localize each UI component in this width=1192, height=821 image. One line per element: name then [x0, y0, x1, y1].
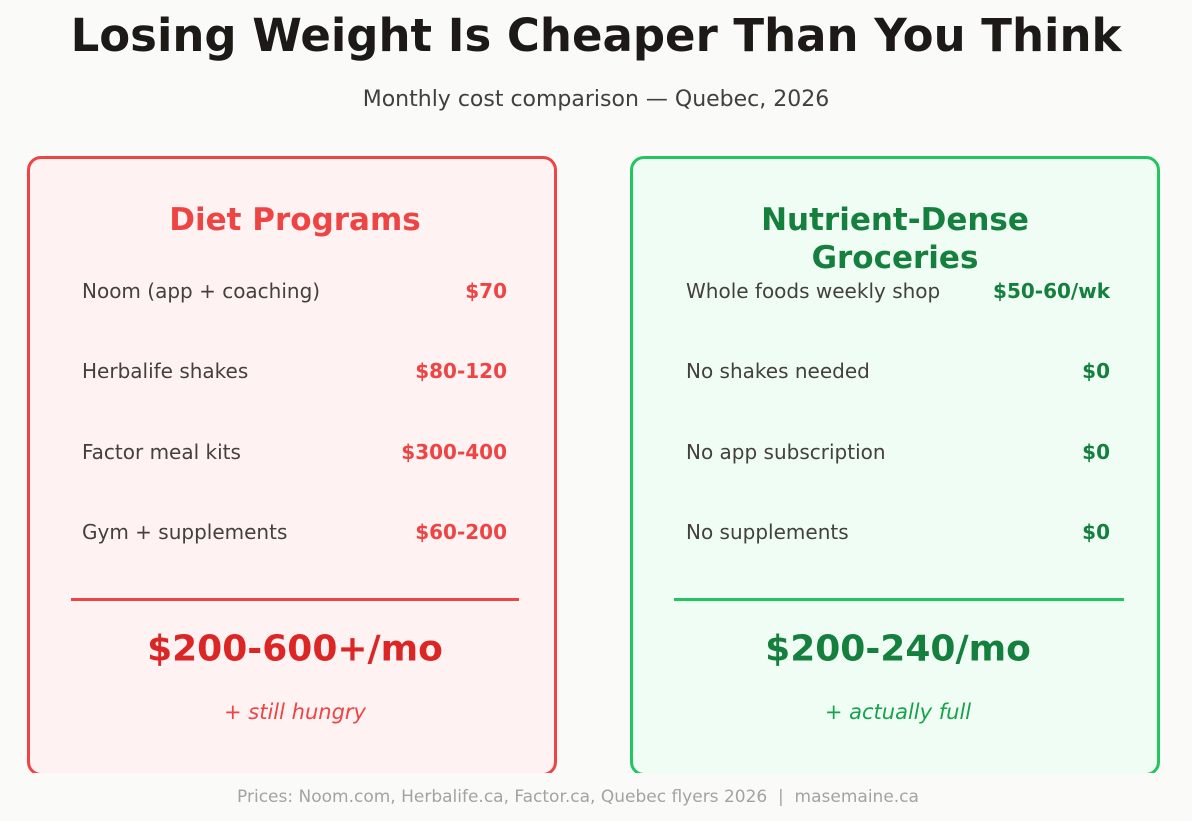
- groceries-heading: Nutrient-Dense Groceries: [761, 202, 1029, 276]
- diet-programs-card: [27, 156, 557, 776]
- footer-band: [0, 773, 1192, 821]
- divider: [71, 598, 519, 601]
- row-value: $60-200: [415, 520, 507, 544]
- row-label: No app subscription: [686, 440, 886, 464]
- diet-programs-heading: Diet Programs: [169, 202, 421, 238]
- row-label: Noom (app + coaching): [82, 279, 321, 303]
- row-value: $0: [1082, 440, 1110, 464]
- row-label: Herbalife shakes: [82, 359, 249, 383]
- groceries-card: [630, 156, 1160, 776]
- row-label: Gym + supplements: [82, 520, 288, 544]
- row-label: Whole foods weekly shop: [686, 279, 941, 303]
- divider: [674, 598, 1124, 601]
- groceries-note: + actually full: [824, 700, 972, 724]
- diet-total: $200-600+/mo: [147, 628, 443, 670]
- row-value: $80-120: [415, 359, 507, 383]
- row-label: No supplements: [686, 520, 849, 544]
- row-value: $300-400: [401, 440, 507, 464]
- row-label: No shakes needed: [686, 359, 870, 383]
- diet-note: + still hungry: [224, 700, 366, 724]
- row-label: Factor meal kits: [82, 440, 241, 464]
- row-value: $70: [465, 279, 507, 303]
- row-value: $50-60/wk: [993, 279, 1110, 303]
- row-value: $0: [1082, 359, 1110, 383]
- page-title: Losing Weight Is Cheaper Than You Think: [70, 9, 1122, 62]
- page-subtitle: Monthly cost comparison — Quebec, 2026: [362, 87, 830, 112]
- row-value: $0: [1082, 520, 1110, 544]
- groceries-total: $200-240/mo: [765, 628, 1031, 670]
- footer-sources: Prices: Noom.com, Herbalife.ca, Factor.c…: [237, 787, 919, 807]
